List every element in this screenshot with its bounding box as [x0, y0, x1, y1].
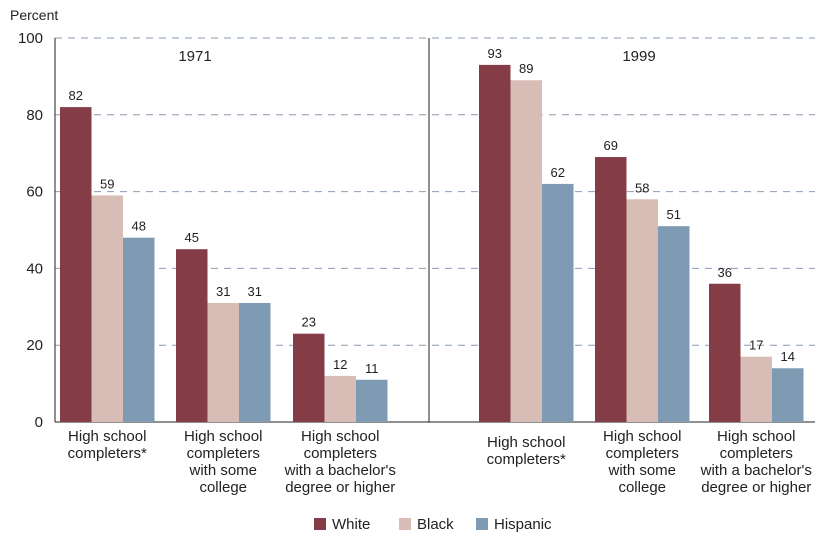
- value-label: 45: [185, 230, 199, 245]
- legend-swatch-white: [314, 518, 326, 530]
- legend: White Black Hispanic: [314, 516, 552, 533]
- value-labels: 1971 82 59 48 45 31 31 23 12 11 1999 93 89 62 69 58 51 36…: [69, 46, 795, 376]
- value-label: 31: [248, 284, 262, 299]
- bar-hispanic: [542, 183, 574, 422]
- bars: [60, 64, 804, 423]
- bar-black: [510, 80, 542, 423]
- bar-white: [293, 333, 325, 422]
- value-label: 93: [488, 46, 502, 61]
- bar-white: [479, 64, 511, 422]
- legend-swatch-hispanic: [476, 518, 488, 530]
- y-tick-label: 0: [35, 414, 43, 431]
- bar-hispanic: [658, 226, 690, 422]
- bar-hispanic: [239, 302, 271, 422]
- legend-label: Black: [417, 516, 454, 533]
- panel-title: 1971: [178, 48, 211, 65]
- value-label: 89: [519, 61, 533, 76]
- value-label: 12: [333, 357, 347, 372]
- value-label: 62: [551, 165, 565, 180]
- category-label: High school completers with some college: [184, 428, 262, 496]
- category-label: High school completers*: [487, 434, 566, 468]
- value-label: 58: [635, 180, 649, 195]
- category-labels: High school completers* High school complet…: [68, 428, 812, 496]
- value-label: 14: [781, 349, 795, 364]
- value-label: 31: [216, 284, 230, 299]
- value-label: 11: [365, 361, 379, 376]
- bar-hispanic: [356, 379, 388, 422]
- value-label: 51: [667, 207, 681, 222]
- bar-hispanic: [123, 237, 155, 422]
- legend-label: Hispanic: [494, 516, 552, 533]
- legend-label: White: [332, 516, 370, 533]
- value-label: 17: [749, 338, 763, 353]
- bar-black: [207, 302, 239, 422]
- bar-black: [626, 199, 658, 422]
- y-tick-label: 100: [18, 30, 43, 47]
- category-label: High school completers with some college: [603, 428, 681, 496]
- value-label: 69: [604, 138, 618, 153]
- value-label: 36: [718, 265, 732, 280]
- y-tick-label: 80: [26, 107, 43, 124]
- y-tick-label: 40: [26, 260, 43, 277]
- bar-black: [91, 195, 123, 422]
- value-label: 82: [69, 88, 83, 103]
- y-tick-label: 60: [26, 184, 43, 201]
- value-label: 48: [132, 219, 146, 234]
- value-label: 23: [302, 315, 316, 330]
- bar-white: [176, 249, 208, 422]
- legend-swatch-black: [399, 518, 411, 530]
- category-label: High school completers with a bachelor's de…: [700, 428, 812, 496]
- gridlines: [55, 37, 815, 346]
- y-axis-label: Percent: [10, 7, 58, 23]
- bar-black: [324, 375, 356, 422]
- bar-white: [595, 157, 627, 423]
- category-label: High school completers with a bachelor's de…: [284, 428, 396, 496]
- bar-white: [709, 283, 741, 422]
- bar-hispanic: [772, 368, 804, 422]
- bar-white: [60, 107, 92, 423]
- bar-black: [740, 356, 772, 422]
- panel-title: 1999: [622, 48, 655, 65]
- category-label: High school completers*: [68, 428, 147, 462]
- value-label: 59: [100, 176, 114, 191]
- y-tick-label: 20: [26, 337, 43, 354]
